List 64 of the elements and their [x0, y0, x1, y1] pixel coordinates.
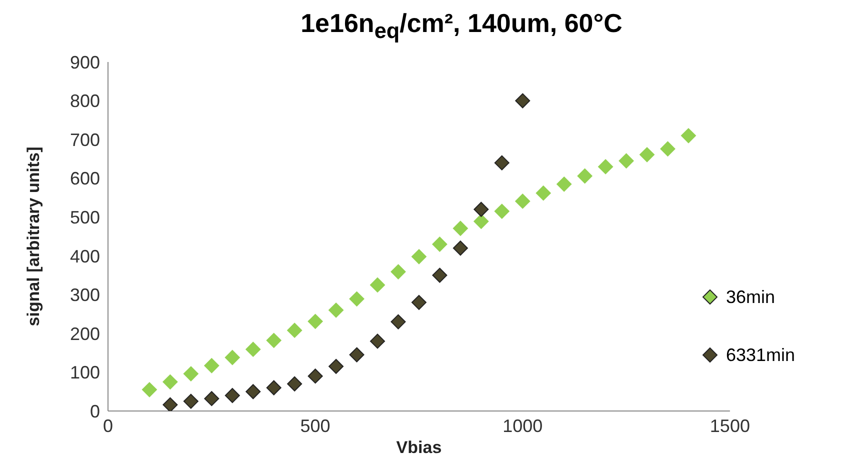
point [266, 332, 282, 348]
point [536, 186, 551, 201]
point [515, 93, 530, 108]
point [162, 374, 178, 390]
y-tick-label: 500 [70, 208, 100, 228]
y-tick-label: 900 [70, 52, 100, 72]
point [494, 155, 510, 170]
point [224, 350, 240, 365]
x-tick-label: 500 [300, 416, 330, 436]
point [142, 382, 157, 398]
legend-label: 36min [726, 286, 775, 309]
y-tick-label: 600 [70, 168, 100, 189]
point [474, 214, 489, 229]
y-tick-label: 100 [70, 362, 100, 383]
point [287, 322, 302, 338]
point [515, 194, 530, 209]
point [370, 277, 386, 292]
point [452, 240, 468, 256]
point [452, 220, 468, 236]
x-tick-label: 0 [102, 416, 114, 436]
point [494, 204, 510, 219]
point [432, 268, 448, 283]
point [556, 176, 572, 192]
point [183, 366, 198, 382]
x-axis-title: Vbias [396, 438, 442, 458]
point [411, 294, 426, 310]
point [183, 394, 198, 409]
point [640, 147, 655, 162]
y-tick-label: 200 [70, 324, 100, 344]
y-tick-label: 800 [70, 91, 100, 112]
point [390, 264, 406, 280]
y-axis-title: signal [arbitrary units] [24, 146, 44, 326]
point [349, 347, 364, 362]
point [162, 397, 178, 411]
x-tick-label: 1500 [710, 416, 750, 436]
legend-label: 6331min [726, 344, 795, 367]
point [680, 128, 696, 144]
y-tick-label: 0 [90, 401, 100, 422]
point [287, 376, 302, 392]
point [328, 302, 344, 318]
chart-title: 1e16n$_{eq}$/cm², 140um, 60°C [300, 8, 624, 46]
point [370, 334, 386, 349]
y-tick-label: 300 [70, 285, 100, 306]
point [246, 384, 261, 400]
point [618, 153, 634, 168]
point [660, 141, 676, 156]
point [411, 249, 426, 264]
x-tick-label: 1000 [502, 416, 543, 436]
point [328, 358, 344, 374]
point [308, 314, 323, 329]
point [598, 159, 614, 174]
point [349, 291, 364, 306]
y-tick-label: 700 [70, 130, 100, 150]
point [266, 380, 282, 396]
point [246, 342, 261, 357]
point [224, 388, 240, 403]
point [204, 358, 220, 374]
point [474, 202, 489, 217]
point [390, 314, 406, 330]
point [432, 236, 448, 252]
point [308, 368, 323, 384]
y-tick-label: 400 [70, 246, 100, 266]
point [204, 391, 220, 406]
point [577, 168, 592, 184]
